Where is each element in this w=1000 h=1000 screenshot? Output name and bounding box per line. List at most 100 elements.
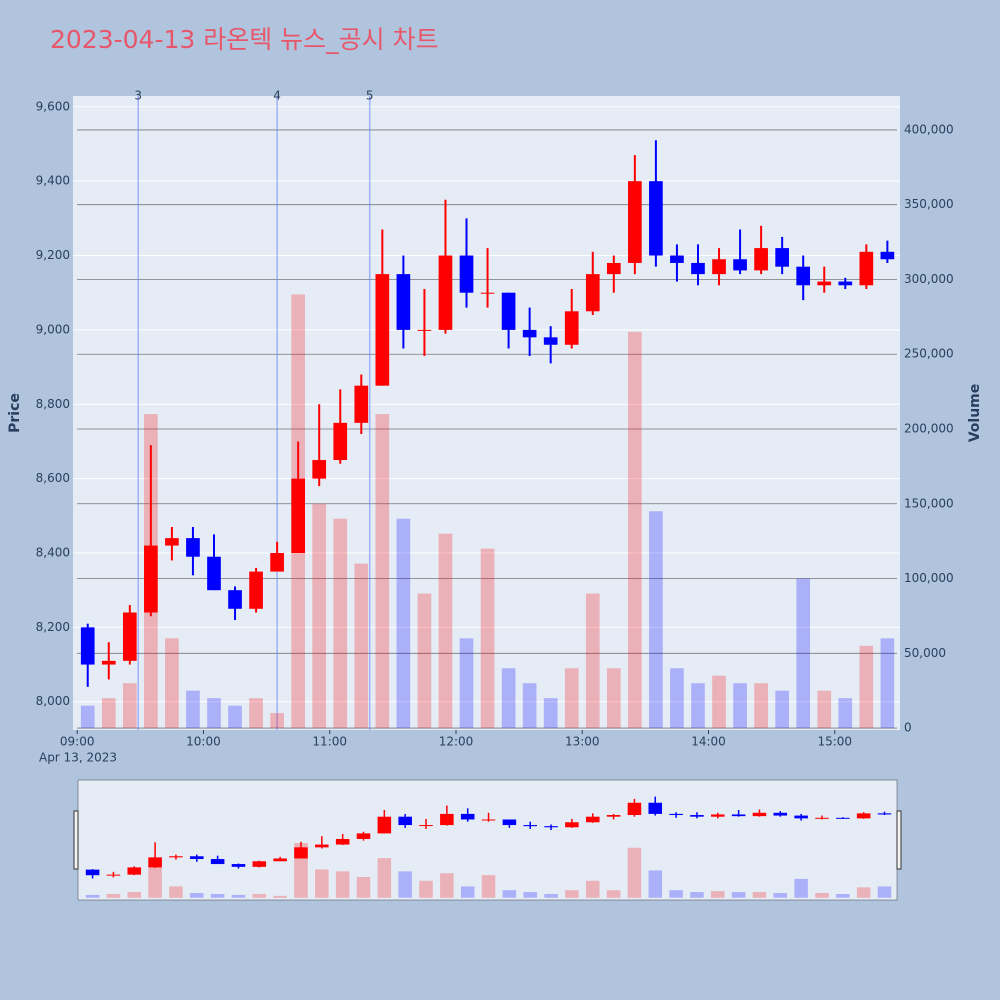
y2-tick-label: 150,000 xyxy=(904,496,954,510)
volume-bar xyxy=(564,668,579,729)
slider-volume-bar xyxy=(190,893,204,898)
volume-bar xyxy=(712,675,726,729)
slider-volume-bar xyxy=(669,890,683,898)
candle-body xyxy=(122,612,137,661)
volume-bar xyxy=(459,638,474,729)
slider-volume-bar xyxy=(252,893,267,898)
x-tick-label: 11:00 xyxy=(312,735,347,749)
volume-bar xyxy=(228,705,242,729)
slider-candle-body xyxy=(711,814,725,817)
slider-handle[interactable] xyxy=(896,810,902,870)
volume-bar xyxy=(312,503,327,729)
slider-volume-bar xyxy=(711,891,725,898)
slider-volume-bar xyxy=(606,890,621,898)
volume-bar xyxy=(670,668,684,729)
candle-body xyxy=(396,274,411,330)
volume-bar xyxy=(859,645,874,729)
volume-bar xyxy=(838,698,853,729)
y-tick-label: 8,800 xyxy=(36,397,70,411)
candle-body xyxy=(585,274,600,312)
volume-bar xyxy=(165,638,179,729)
volume-bar xyxy=(733,683,747,729)
y-tick-label: 8,000 xyxy=(36,694,70,708)
candle-body xyxy=(291,478,306,554)
volume-bar xyxy=(480,548,495,729)
candle-body xyxy=(417,329,432,331)
candle-body xyxy=(186,538,200,557)
x-tick-label: 10:00 xyxy=(186,735,221,749)
volume-bar xyxy=(628,331,642,729)
slider-candle-body xyxy=(648,802,663,814)
y-tick-label: 9,000 xyxy=(36,322,70,336)
annotation-label: 5 xyxy=(366,89,374,103)
slider-volume-bar xyxy=(648,870,663,898)
slider-candle-body xyxy=(523,825,537,827)
slider-volume-bar xyxy=(335,871,350,898)
y2-tick-label: 400,000 xyxy=(904,122,954,136)
volume-bar xyxy=(354,563,369,729)
candle-body xyxy=(649,181,663,256)
slider-candle-body xyxy=(398,816,412,826)
slider-volume-bar xyxy=(481,875,496,898)
annotation-label: 3 xyxy=(134,89,142,103)
candle-body xyxy=(880,251,895,260)
candle-body xyxy=(438,255,453,330)
slider-volume-bar xyxy=(773,893,788,898)
candle-body xyxy=(606,262,621,275)
candle-body xyxy=(817,281,832,286)
volume-bar xyxy=(333,518,348,729)
volume-bar xyxy=(122,683,137,729)
slider-candle-body xyxy=(460,813,475,820)
candle-body xyxy=(712,259,726,275)
candle-body xyxy=(796,266,811,286)
slider-candle-body xyxy=(815,817,829,819)
x-date-label: Apr 13, 2023 xyxy=(39,751,117,765)
slider-candle-body xyxy=(294,847,308,859)
slider-volume-bar xyxy=(731,892,746,898)
slider-handle[interactable] xyxy=(73,810,79,870)
y2-tick-label: 0 xyxy=(904,721,912,735)
volume-bar xyxy=(606,668,621,729)
volume-bar xyxy=(754,683,768,729)
slider-volume-bar xyxy=(148,858,162,898)
slider-candle-body xyxy=(231,864,246,867)
slider-candle-body xyxy=(752,812,767,817)
slider-candle-body xyxy=(315,844,329,848)
slider-volume-bar xyxy=(856,887,871,898)
slider-candle-body xyxy=(606,815,621,817)
slider-volume-bar xyxy=(377,858,392,898)
slider-volume-bar xyxy=(794,878,808,898)
slider-candle-body xyxy=(106,874,121,876)
candle-body xyxy=(101,660,116,665)
slider-candle-body xyxy=(148,857,162,868)
candle-body xyxy=(522,329,537,338)
slider-volume-bar xyxy=(877,886,892,898)
candle-body xyxy=(228,590,242,609)
slider-volume-bar xyxy=(585,880,600,898)
slider-volume-bar xyxy=(106,893,121,898)
candle-body xyxy=(691,262,705,275)
volume-bar xyxy=(522,683,537,729)
volume-bar xyxy=(585,593,600,729)
volume-bar xyxy=(186,690,200,729)
slider-volume-bar xyxy=(315,869,329,898)
volume-bar xyxy=(396,518,411,729)
slider-candle-body xyxy=(565,822,579,828)
slider-volume-bar xyxy=(565,890,579,898)
slider-volume-bar xyxy=(690,892,704,898)
slider-candle-body xyxy=(669,813,683,816)
slider-volume-bar xyxy=(398,871,412,898)
range-slider[interactable] xyxy=(77,779,898,901)
slider-candle-body xyxy=(169,856,183,858)
volume-bar xyxy=(438,533,453,729)
slider-candle-body xyxy=(356,833,371,839)
y-axis-title: Price xyxy=(7,393,23,433)
y-tick-label: 8,400 xyxy=(36,546,70,560)
slider-candle-body xyxy=(856,813,871,819)
volume-bar xyxy=(543,698,558,729)
slider-candle-body xyxy=(502,819,517,826)
slider-candle-body xyxy=(544,826,558,828)
y-tick-label: 9,400 xyxy=(36,174,70,188)
slider-volume-bar xyxy=(356,877,371,898)
candle-body xyxy=(165,538,179,546)
